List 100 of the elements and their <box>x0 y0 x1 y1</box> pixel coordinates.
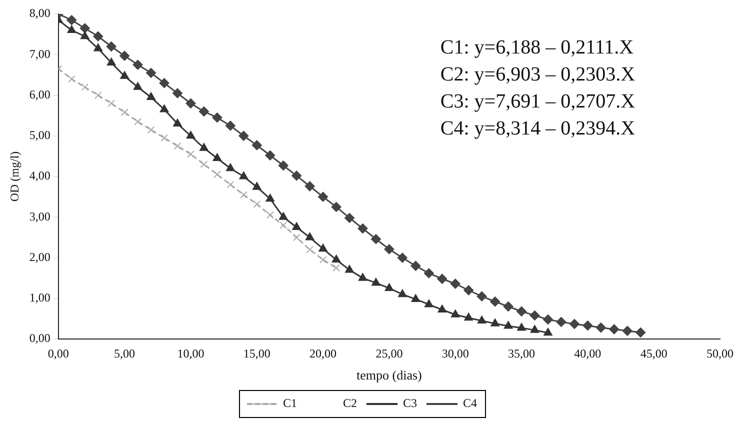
point <box>517 323 526 331</box>
point <box>200 143 208 151</box>
y-tick-label: 7,00 <box>29 46 50 61</box>
point <box>344 212 355 223</box>
x-tick-label: 30,00 <box>442 346 469 360</box>
point <box>384 283 394 291</box>
point <box>384 244 394 254</box>
point <box>292 234 300 242</box>
point <box>490 318 500 326</box>
y-tick-label: 6,00 <box>29 87 50 102</box>
point <box>106 42 116 52</box>
point <box>173 118 182 126</box>
point <box>504 321 513 329</box>
point <box>160 134 168 142</box>
point <box>530 310 540 320</box>
point <box>636 328 646 338</box>
point <box>120 50 130 61</box>
point <box>67 25 76 33</box>
point <box>544 328 552 336</box>
point <box>516 306 527 316</box>
y-tick-label: 2,00 <box>29 250 50 264</box>
point <box>68 75 76 83</box>
annotation: C4: y=8,314 – 0,2394.X <box>440 117 636 140</box>
y-tick-label: 8,00 <box>29 6 50 20</box>
x-tick-label: 5,00 <box>114 346 136 360</box>
y-tick-label: 3,00 <box>29 209 50 224</box>
point <box>292 222 301 230</box>
point <box>200 160 208 168</box>
y-tick-label: 5,00 <box>29 128 50 142</box>
point <box>306 246 314 254</box>
point <box>582 320 593 331</box>
point <box>450 278 460 289</box>
point <box>93 31 104 42</box>
y-axis-title: OD (mg/l) <box>7 151 22 202</box>
point <box>358 273 368 281</box>
point <box>332 264 340 272</box>
point <box>280 222 288 229</box>
x-tick-label: 15,00 <box>243 346 270 360</box>
point <box>252 182 262 190</box>
x-tick-label: 35,00 <box>508 346 536 360</box>
point <box>133 82 142 90</box>
point <box>569 318 580 329</box>
point <box>542 314 553 324</box>
annotation: C3: y=7,691 – 0,2707.X <box>440 90 636 112</box>
point <box>596 322 606 333</box>
legend-label: C1 <box>282 396 298 410</box>
point <box>146 92 156 100</box>
point <box>410 260 421 271</box>
point <box>622 326 632 336</box>
x-tick-label: 50,00 <box>706 346 734 360</box>
point <box>134 118 142 126</box>
point <box>556 316 566 327</box>
legend-label: C4 <box>463 396 478 410</box>
point <box>132 60 143 70</box>
point <box>174 142 182 150</box>
point <box>411 294 420 302</box>
point <box>239 172 248 180</box>
point <box>476 291 487 302</box>
point <box>266 194 275 202</box>
point <box>438 304 447 312</box>
x-tick-label: 45,00 <box>640 346 668 360</box>
point <box>398 289 407 298</box>
annotation: C1: y=6,188 – 0,2111.X <box>440 36 634 58</box>
point <box>159 78 170 88</box>
point <box>464 312 473 321</box>
point <box>265 150 276 160</box>
point <box>240 191 248 198</box>
point <box>397 252 408 263</box>
point <box>94 44 102 52</box>
point <box>370 234 381 244</box>
point <box>120 108 128 116</box>
point <box>450 310 460 318</box>
point <box>120 71 129 79</box>
point <box>278 212 288 220</box>
point <box>530 325 540 333</box>
point <box>186 98 196 108</box>
point <box>424 299 434 308</box>
point <box>609 324 620 334</box>
point <box>437 274 448 284</box>
y-tick-label: 1,00 <box>29 290 50 305</box>
point <box>147 126 155 134</box>
point <box>106 58 116 66</box>
point <box>305 232 314 240</box>
point <box>212 153 222 161</box>
point <box>146 68 156 78</box>
point <box>331 202 342 212</box>
x-tick-label: 10,00 <box>177 346 204 360</box>
point <box>253 200 261 208</box>
point <box>292 170 302 181</box>
annotation: C2: y=6,903 – 0,2303.X <box>440 63 636 86</box>
point <box>225 120 236 131</box>
x-tick-label: 25,00 <box>376 346 403 360</box>
point <box>424 268 434 278</box>
point <box>252 140 262 150</box>
point <box>187 150 194 158</box>
point <box>214 170 221 178</box>
x-axis-title: tempo (dias) <box>356 368 422 383</box>
point <box>80 31 90 40</box>
point <box>266 211 274 219</box>
y-tick-label: 0,00 <box>29 331 50 346</box>
